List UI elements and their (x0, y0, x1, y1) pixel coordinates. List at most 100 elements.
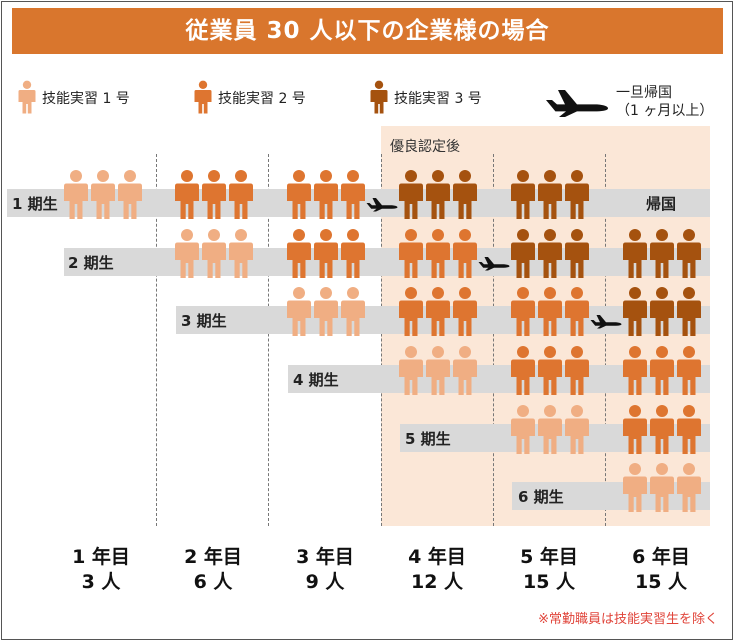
person-icon (677, 346, 701, 395)
year-divider (268, 154, 269, 526)
trainee-group (511, 346, 589, 395)
year-divider (381, 154, 382, 526)
cohort-label-6: 6 期生 (518, 488, 564, 506)
person-icon (341, 229, 365, 278)
trainee-group (287, 170, 365, 219)
person-icon (453, 170, 477, 219)
person-icon (623, 229, 647, 278)
footnote: ※常勤職員は技能実習生を除く (538, 612, 718, 627)
trainee-group (399, 229, 477, 278)
trainee-group (399, 170, 477, 219)
year-divider (156, 154, 157, 526)
headcount-label: 3 人 (81, 571, 121, 593)
trainee-group (511, 287, 589, 336)
person-icon (229, 170, 253, 219)
trainee-group (287, 229, 365, 278)
person-icon (202, 170, 226, 219)
person-icon (677, 287, 701, 336)
trainee-group (623, 287, 701, 336)
year-label: 5 年目 (520, 546, 578, 568)
cohort-label-3: 3 期生 (181, 312, 227, 330)
year-column-label: 2 年目 6 人 (157, 545, 269, 595)
person-icon (399, 229, 423, 278)
headcount-label: 6 人 (193, 571, 233, 593)
person-icon (623, 287, 647, 336)
post-certification-label: 優良認定後 (390, 139, 460, 155)
person-icon-type3 (370, 80, 388, 114)
person-icon (314, 170, 338, 219)
person-icon (453, 229, 477, 278)
cohort-label-4: 4 期生 (293, 371, 339, 389)
person-icon (118, 170, 142, 219)
person-icon (511, 405, 535, 454)
trainee-group (175, 170, 253, 219)
person-icon (287, 170, 311, 219)
person-icon (623, 463, 647, 512)
year-label: 3 年目 (296, 546, 354, 568)
person-icon (426, 346, 450, 395)
legend-type3: 技能実習 3 号 (370, 80, 482, 116)
person-icon (650, 346, 674, 395)
trainee-group (64, 170, 142, 219)
person-icon-type1 (18, 80, 36, 114)
person-icon (538, 287, 562, 336)
cohort-label-2: 2 期生 (68, 254, 114, 272)
year-column-label: 3 年目 9 人 (269, 545, 381, 595)
legend-return-line1: 一旦帰国 (616, 85, 672, 101)
year-column-label: 5 年目 15 人 (493, 545, 605, 595)
person-icon (650, 463, 674, 512)
person-icon-type2 (194, 80, 212, 114)
legend-return: 一旦帰国 （1 ヶ月以上） (616, 84, 716, 120)
person-icon (677, 405, 701, 454)
person-icon (314, 229, 338, 278)
legend-return-line2: （1 ヶ月以上） (616, 103, 714, 119)
person-icon (650, 287, 674, 336)
headcount-label: 9 人 (305, 571, 345, 593)
cohort-label-1: 1 期生 (12, 195, 58, 213)
person-icon (538, 346, 562, 395)
trainee-group (511, 405, 589, 454)
headcount-label: 15 人 (634, 571, 688, 593)
person-icon (677, 229, 701, 278)
person-icon (650, 229, 674, 278)
person-icon (538, 405, 562, 454)
return-home-label: 帰国 (646, 195, 677, 213)
trainee-group (175, 229, 253, 278)
page-title: 従業員 30 人以下の企業様の場合 (12, 8, 723, 54)
person-icon (623, 346, 647, 395)
person-icon (538, 170, 562, 219)
person-icon (287, 229, 311, 278)
person-icon (175, 229, 199, 278)
person-icon (538, 229, 562, 278)
person-icon (426, 287, 450, 336)
person-icon (399, 170, 423, 219)
trainee-group (287, 287, 365, 336)
year-column-label: 4 年目 12 人 (381, 545, 493, 595)
airplane-icon (590, 315, 622, 329)
year-divider (493, 154, 494, 526)
person-icon (341, 287, 365, 336)
person-icon (287, 287, 311, 336)
year-label: 4 年目 (408, 546, 466, 568)
legend-type3-label: 技能実習 3 号 (394, 91, 482, 107)
airplane-icon (478, 257, 510, 271)
airplane-icon (546, 90, 608, 117)
year-label: 6 年目 (632, 546, 690, 568)
person-icon (399, 287, 423, 336)
person-icon (91, 170, 115, 219)
airplane-icon (366, 198, 398, 212)
legend-type2-label: 技能実習 2 号 (218, 91, 306, 107)
trainee-group (623, 405, 701, 454)
person-icon (426, 170, 450, 219)
person-icon (64, 170, 88, 219)
legend-type2: 技能実習 2 号 (194, 80, 306, 116)
person-icon (650, 405, 674, 454)
person-icon (565, 170, 589, 219)
person-icon (399, 346, 423, 395)
person-icon (202, 229, 226, 278)
year-column-label: 6 年目 15 人 (605, 545, 717, 595)
person-icon (565, 346, 589, 395)
year-divider (605, 154, 606, 526)
year-label: 2 年目 (184, 546, 242, 568)
